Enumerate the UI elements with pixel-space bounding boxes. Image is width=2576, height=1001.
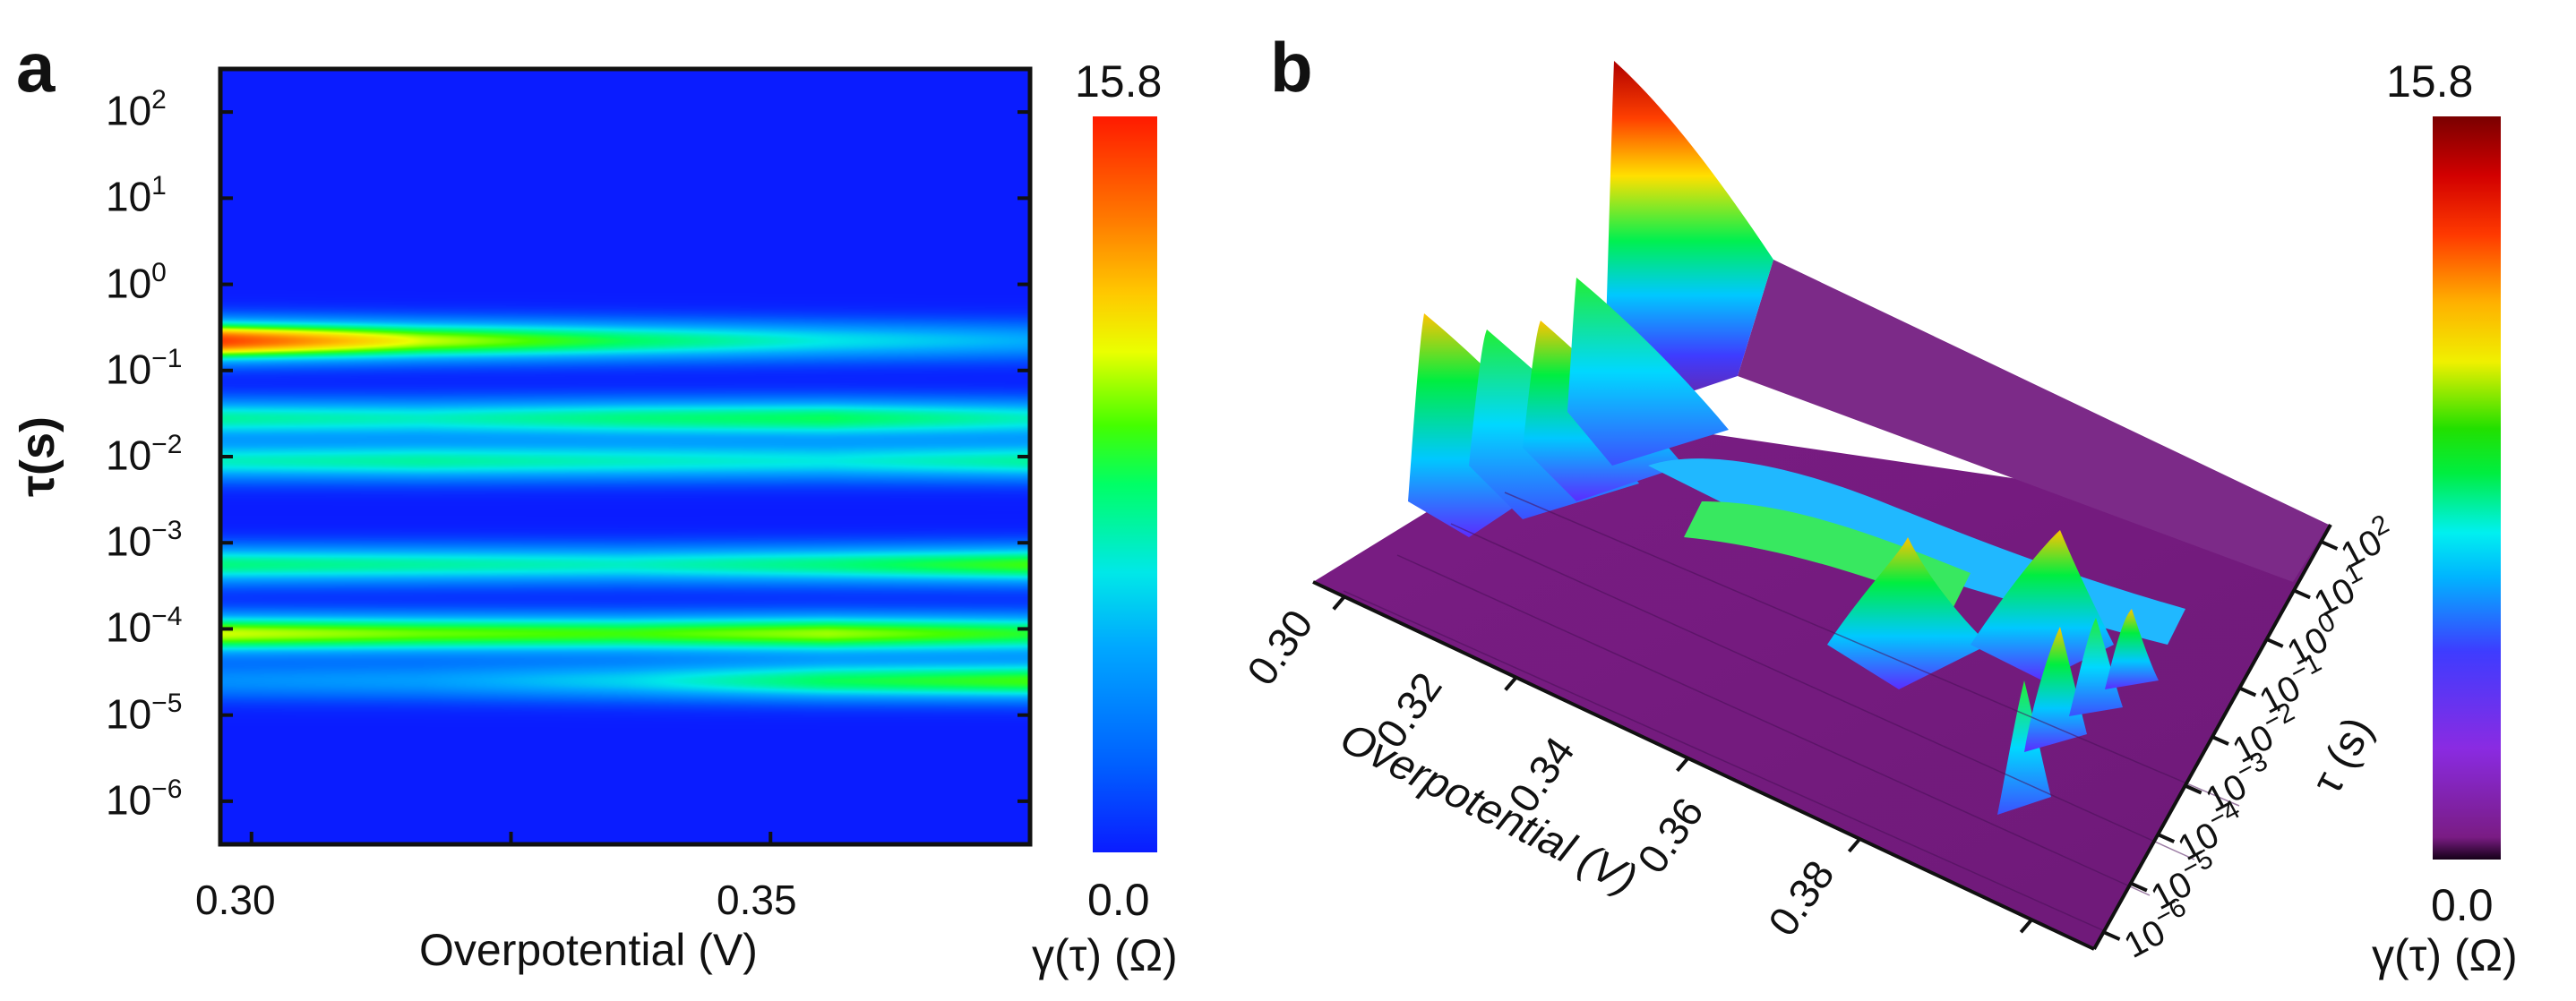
surface-rib xyxy=(2069,618,2123,716)
panel-b-x-tick-mark xyxy=(1504,676,1518,691)
panel-a-y-tick: 10−4 xyxy=(106,602,183,651)
panel-b-y-tick-mark xyxy=(2157,833,2176,843)
surface-floor xyxy=(1313,415,2331,949)
panel-a-y-tick: 100 xyxy=(106,257,167,306)
panel-b-colorbar-max: 15.8 xyxy=(2386,56,2474,107)
surface-plateau xyxy=(1738,260,2329,582)
panel-b-x-tick-mark xyxy=(2019,918,2033,934)
panel-b-colorbar-label: γ(τ) (Ω) xyxy=(2372,930,2518,980)
surface-rib xyxy=(2105,609,2159,689)
surface-rib xyxy=(1997,680,2051,815)
panel-a-label: a xyxy=(16,28,56,107)
panel-b-label: b xyxy=(1270,28,1313,107)
panel-b-y-tick-mark xyxy=(2265,637,2284,648)
panel-b-x-tick-mark xyxy=(1676,757,1690,773)
panel-b-y-tick-mark xyxy=(2320,540,2339,551)
panel-b-y-tick-mark xyxy=(2238,686,2257,697)
panel-a-y-tick: 10−3 xyxy=(106,516,183,565)
panel-b-colorbar-min: 0.0 xyxy=(2431,880,2494,930)
surface-rib xyxy=(1971,530,2114,680)
panel-a-y-tick: 101 xyxy=(106,171,167,220)
panel-b-x-tick-mark xyxy=(1847,837,1861,853)
panel-a-y-tick: 10−5 xyxy=(106,688,183,737)
panel-b-colorbar xyxy=(2433,116,2501,860)
panel-b-y-tick-mark xyxy=(2102,930,2121,941)
panel-b-y-tick-mark xyxy=(2293,588,2311,600)
panel-b-y-tick-mark xyxy=(2130,881,2148,893)
panel-b-x-tick-mark xyxy=(1332,595,1346,611)
panel-a-x-tick: 0.35 xyxy=(717,877,797,923)
surface-main-peak xyxy=(1603,61,1773,421)
surface-mesh xyxy=(1343,492,2240,932)
panel-b-y-tick-mark xyxy=(2184,783,2202,795)
panel-a-tick-marks xyxy=(220,110,1032,844)
panel-a-colorbar-max: 15.8 xyxy=(1075,56,1163,107)
panel-a-colorbar-label: γ(τ) (Ω) xyxy=(1032,930,1178,980)
panel-a-heatmap xyxy=(220,69,1030,844)
panel-a-y-tick: 10−2 xyxy=(106,430,183,479)
panel-a-y-tick: 10−1 xyxy=(106,343,183,393)
panel-b-tick-marks xyxy=(1332,540,2339,941)
panel-a-colorbar xyxy=(1093,116,1157,852)
panel-a-x-axis-title: Overpotential (V) xyxy=(419,925,758,975)
panel-a-colorbar-min: 0.0 xyxy=(1087,875,1150,925)
panel-b-y-tick-mark xyxy=(2211,735,2229,746)
surface-rib xyxy=(1827,537,1988,689)
panel-a-y-tick: 102 xyxy=(106,85,167,134)
surface-rib xyxy=(1567,278,1729,466)
panel-a-y-tick: 10−6 xyxy=(106,774,183,824)
panel-a-x-tick: 0.30 xyxy=(195,877,276,923)
